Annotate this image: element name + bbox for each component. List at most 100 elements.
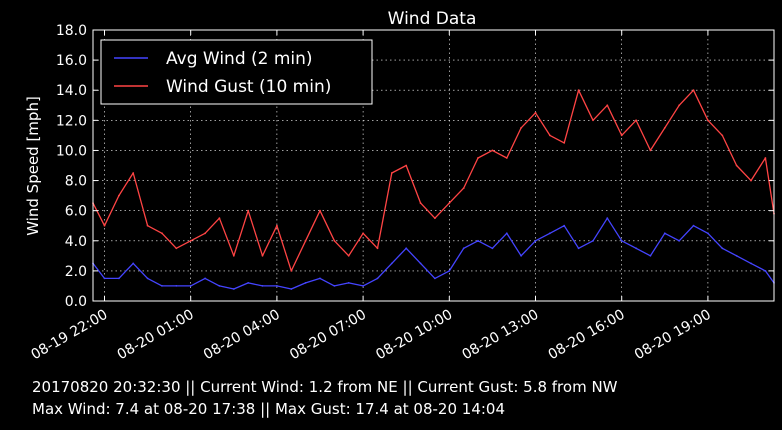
data-point (405, 247, 408, 250)
data-point (146, 224, 149, 227)
legend-box (100, 39, 373, 105)
data-point (362, 232, 364, 235)
data-point (678, 104, 681, 107)
data-point (362, 285, 364, 287)
data-point (750, 179, 752, 182)
legend: Avg Wind (2 min) Wind Gust (10 min) (100, 39, 373, 105)
data-point (290, 270, 293, 272)
data-point (592, 239, 594, 242)
data-point (462, 247, 465, 250)
y-tick-label: 4.0 (65, 234, 87, 250)
data-point (620, 239, 623, 242)
data-point (376, 247, 379, 250)
data-point (592, 119, 594, 122)
data-point (319, 209, 321, 212)
data-point (505, 157, 508, 159)
status-line-max: Max Wind: 7.4 at 08-20 17:38 || Max Gust… (32, 400, 506, 418)
data-point (347, 254, 350, 257)
data-point (247, 282, 250, 284)
grid (93, 30, 774, 301)
data-point (232, 288, 235, 290)
data-point (204, 232, 207, 235)
data-point (247, 209, 250, 212)
data-point (534, 111, 537, 114)
data-point (462, 187, 465, 190)
data-point (118, 277, 120, 280)
data-point (735, 254, 738, 257)
data-point (606, 217, 609, 220)
data-point (520, 127, 522, 129)
data-point (477, 157, 479, 159)
data-point (764, 157, 767, 159)
data-point (663, 232, 666, 235)
status-line-current: 20170820 20:32:30 || Current Wind: 1.2 f… (32, 378, 618, 396)
data-point (132, 262, 135, 265)
data-point (721, 247, 724, 250)
data-point (635, 247, 637, 250)
data-point (347, 282, 350, 284)
data-point (261, 285, 264, 287)
y-tick-label: 12.0 (56, 113, 87, 129)
data-point (448, 202, 451, 205)
data-point (232, 254, 235, 257)
data-point (577, 89, 580, 92)
data-point (649, 254, 652, 257)
data-point (304, 239, 307, 242)
data-point (276, 224, 278, 227)
data-point (218, 217, 221, 220)
data-point (218, 285, 221, 287)
data-point (448, 270, 451, 272)
legend-label-wind-gust: Wind Gust (10 min) (166, 77, 331, 97)
data-point (319, 277, 321, 280)
data-point (276, 285, 278, 287)
data-point (735, 164, 738, 167)
data-point (692, 89, 695, 92)
data-point (189, 285, 192, 287)
y-tick-label: 0.0 (65, 294, 87, 310)
data-point (620, 134, 623, 137)
plot-frame (92, 29, 775, 302)
data-point (707, 232, 709, 235)
data-point (204, 277, 207, 280)
data-point (434, 277, 436, 280)
data-point (563, 142, 566, 144)
data-point (175, 247, 178, 250)
data-point (390, 262, 393, 265)
data-point (390, 172, 393, 174)
data-point (304, 282, 307, 284)
data-point (534, 239, 537, 242)
data-point (649, 149, 652, 152)
series-wind-gust (92, 89, 775, 272)
y-tick-label: 6.0 (65, 204, 87, 220)
data-point (434, 217, 436, 220)
y-tick-label: 18.0 (56, 23, 87, 39)
y-axis: 0.0 2.0 4.0 6.0 8.0 10.0 12.0 14.0 16.0 18.0 (56, 23, 774, 310)
data-point (161, 232, 163, 235)
series-avg-wind (92, 217, 775, 290)
data-point (132, 172, 135, 174)
legend-label-avg-wind: Avg Wind (2 min) (166, 49, 313, 69)
data-point (721, 134, 724, 137)
data-point (491, 149, 494, 152)
data-point (505, 232, 508, 235)
data-point (707, 119, 709, 122)
data-point (405, 164, 408, 167)
y-axis-label: Wind Speed [mph] (24, 96, 42, 236)
data-point (419, 202, 422, 205)
y-tick-label: 10.0 (56, 143, 87, 159)
data-point (764, 270, 767, 272)
data-point (477, 239, 479, 242)
data-point (577, 247, 580, 250)
chart-title: Wind Data (388, 9, 477, 29)
data-point (189, 239, 192, 242)
data-point (376, 277, 379, 280)
data-point (333, 239, 336, 242)
data-point (750, 262, 752, 265)
data-point (549, 232, 551, 235)
data-point (161, 285, 163, 287)
series-layer (92, 89, 775, 290)
data-point (520, 254, 522, 257)
data-point (663, 127, 666, 129)
data-point (635, 119, 637, 122)
